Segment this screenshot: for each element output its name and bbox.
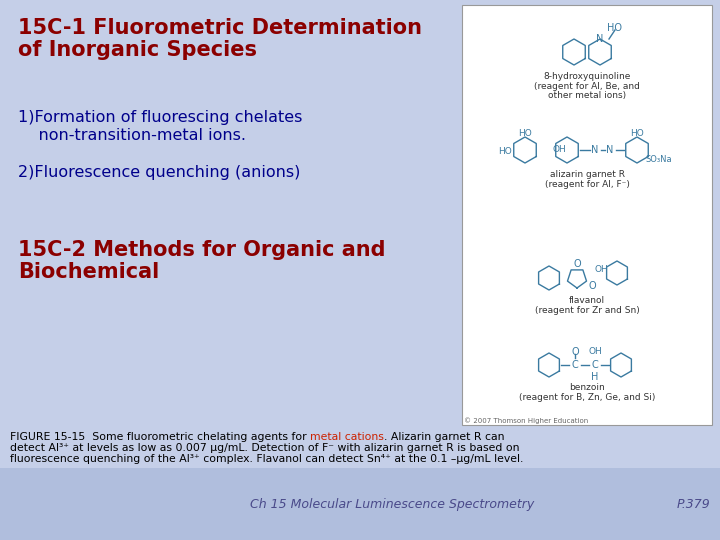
Text: Biochemical: Biochemical [18,262,159,282]
Text: OH: OH [594,266,608,274]
Text: O: O [573,259,581,269]
Text: . Alizarin garnet R can: . Alizarin garnet R can [384,432,505,442]
Text: 15C-2 Methods for Organic and: 15C-2 Methods for Organic and [18,240,385,260]
Text: N: N [606,145,613,155]
Text: (reagent for Al, F⁻): (reagent for Al, F⁻) [544,180,629,189]
Text: (reagent for B, Zn, Ge, and Si): (reagent for B, Zn, Ge, and Si) [519,393,655,402]
Text: HO: HO [498,147,512,157]
Text: 15C-1 Fluorometric Determination: 15C-1 Fluorometric Determination [18,18,422,38]
Text: FIGURE 15-15  Some fluorometric chelating agents for: FIGURE 15-15 Some fluorometric chelating… [10,432,310,442]
Text: N: N [596,34,603,44]
Text: alizarin garnet R: alizarin garnet R [549,170,624,179]
Text: OH: OH [552,145,566,154]
Text: O: O [588,281,596,291]
Text: 1)Formation of fluorescing chelates: 1)Formation of fluorescing chelates [18,110,302,125]
Text: HO: HO [608,23,623,33]
Bar [462,5,712,425]
Text: SO₃Na: SO₃Na [646,156,672,165]
Text: C: C [572,360,578,370]
Text: H: H [591,372,599,382]
Text: C: C [592,360,598,370]
Text: O: O [571,347,579,357]
Text: 2)Fluorescence quenching (anions): 2)Fluorescence quenching (anions) [18,165,300,180]
Text: fluorescence quenching of the Al³⁺ complex. Flavanol can detect Sn⁴⁺ at the 0.1 : fluorescence quenching of the Al³⁺ compl… [10,454,523,464]
Text: 8-hydroxyquinoline: 8-hydroxyquinoline [544,72,631,81]
Text: P.379: P.379 [676,498,710,511]
Text: benzoin: benzoin [569,383,605,392]
Text: N: N [591,145,599,155]
Text: non-transition-metal ions.: non-transition-metal ions. [18,128,246,143]
Text: (reagent for Al, Be, and: (reagent for Al, Be, and [534,82,640,91]
Text: HO: HO [518,129,532,138]
Text: other metal ions): other metal ions) [548,91,626,100]
Text: Ch 15 Molecular Luminescence Spectrometry: Ch 15 Molecular Luminescence Spectrometr… [250,498,534,511]
Text: metal cations: metal cations [310,432,384,442]
Text: © 2007 Thomson Higher Education: © 2007 Thomson Higher Education [464,417,588,424]
Text: flavanol: flavanol [569,296,605,305]
Text: OH: OH [588,348,602,356]
Text: of Inorganic Species: of Inorganic Species [18,40,257,60]
Bar [0,468,720,540]
Text: (reagent for Zr and Sn): (reagent for Zr and Sn) [535,306,639,315]
Text: detect Al³⁺ at levels as low as 0.007 μg/mL. Detection of F⁻ with alizarin garne: detect Al³⁺ at levels as low as 0.007 μg… [10,443,520,453]
Text: HO: HO [630,129,644,138]
